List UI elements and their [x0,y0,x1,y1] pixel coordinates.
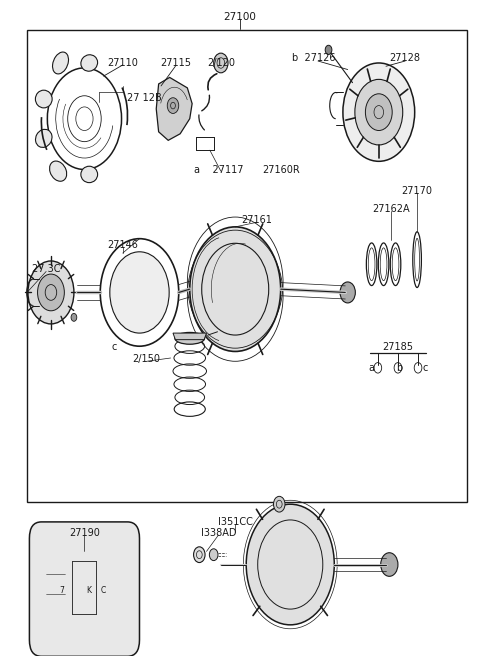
Text: c: c [422,363,428,373]
Text: C: C [101,586,106,595]
Text: b: b [396,363,402,373]
Bar [27,30,468,502]
Text: I338AD: I338AD [201,528,236,538]
Circle shape [209,549,218,560]
Text: a: a [369,363,374,373]
Circle shape [325,45,332,55]
Text: 27 12B: 27 12B [127,93,162,102]
Text: 27170: 27170 [402,186,432,196]
Text: 27160R: 27160R [262,165,300,175]
Text: 27 3C: 27 3C [32,265,60,275]
Polygon shape [156,78,192,141]
Text: 7: 7 [59,586,64,595]
Text: K: K [86,586,91,595]
Text: 2/150: 2/150 [132,354,161,365]
Circle shape [190,227,281,351]
Ellipse shape [36,129,52,147]
Text: c: c [112,342,117,352]
Text: b  27126: b 27126 [292,53,336,63]
Text: 27128: 27128 [390,53,420,63]
FancyBboxPatch shape [29,522,140,656]
Circle shape [355,79,403,145]
Ellipse shape [36,90,52,108]
Ellipse shape [81,55,97,71]
Text: 27115: 27115 [160,58,191,68]
Circle shape [214,53,228,73]
Circle shape [343,63,415,162]
Ellipse shape [49,161,67,181]
Circle shape [167,98,179,114]
Ellipse shape [81,166,97,183]
Circle shape [193,547,205,562]
Ellipse shape [175,332,204,344]
Circle shape [71,313,77,321]
Text: 27161: 27161 [241,215,272,225]
Circle shape [37,274,64,311]
Text: 27190: 27190 [69,528,100,538]
Circle shape [340,282,355,303]
Circle shape [381,553,398,576]
Text: I351CC: I351CC [218,517,252,527]
Circle shape [28,261,74,324]
Text: 27100: 27100 [224,12,256,22]
Circle shape [274,496,285,512]
Text: a    27117: a 27117 [194,165,243,175]
Circle shape [365,94,392,131]
Text: 27162A: 27162A [372,204,409,214]
Ellipse shape [52,52,69,74]
Text: 27185: 27185 [383,342,413,352]
Text: 27110: 27110 [108,58,138,68]
Text: 27146: 27146 [108,240,138,250]
Circle shape [246,504,334,625]
Text: 2/120: 2/120 [207,58,235,68]
Circle shape [110,252,169,333]
Polygon shape [173,333,206,340]
